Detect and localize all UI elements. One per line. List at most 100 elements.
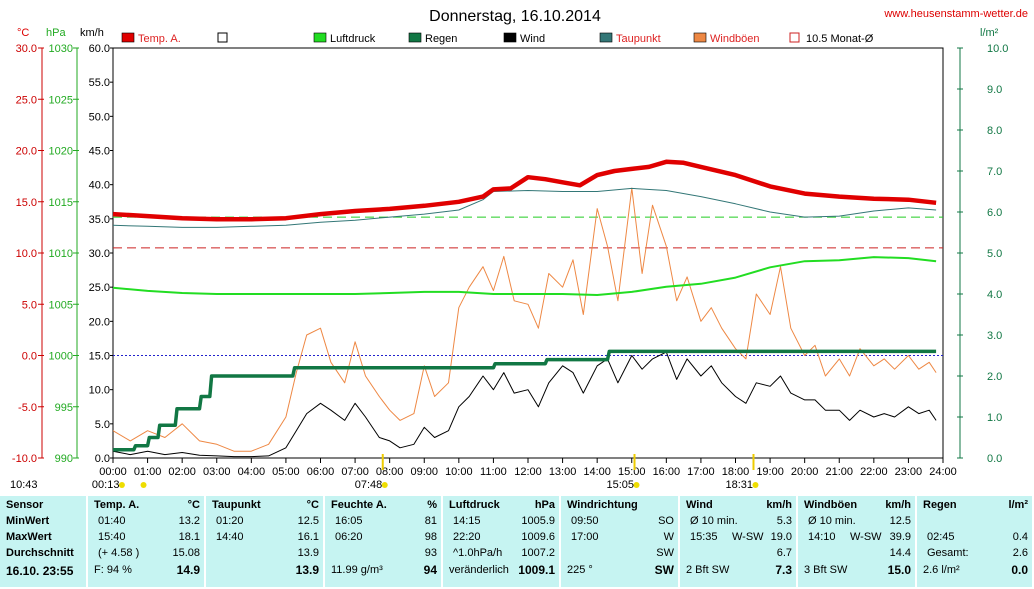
table-cell: 22:20 [453,531,481,543]
table-cell: 1009.6 [521,531,555,543]
x-tick-label: 08:00 [376,466,404,478]
weather-chart: Donnerstag, 16.10.2014 www.heusenstamm-w… [10,8,1028,491]
table-cell: W-SW [732,531,764,543]
table-cell: l/m² [1008,499,1028,511]
legend-swatch [408,32,422,43]
table-cell: 2 Bft SW [686,564,730,576]
table-cell: Temp. A. [94,499,140,511]
x-tick-label: 14:00 [583,466,611,478]
marker-label: 07:48 [355,479,383,491]
wind-tick-label: 10.0 [89,385,110,397]
table-cell: 98 [424,531,437,543]
wind-tick-label: 55.0 [89,77,110,89]
x-tick-label: 20:00 [791,466,819,478]
table-column: Temp. A. °C 01:40 15:40 (+ 4.58 ) 13.2 18.1 15.… [88,496,206,589]
rain-tick-label: 9.0 [987,84,1002,96]
table-cell: SO [658,515,674,527]
table-cell: 15:35 [690,531,718,543]
table-cell: 14:40 [216,531,244,543]
legend-label: Wind [520,33,545,45]
table-cell: 7.3 [775,563,792,577]
temp-tick-label: 5.0 [22,299,37,311]
table-cell: Sensor [6,499,44,511]
pressure-tick-label: 1010 [49,248,73,260]
legend-label: 10.5 Monat-Ø [806,33,874,45]
table-cell: Feuchte A. [331,499,387,511]
wind-tick-label: 40.0 [89,180,110,192]
table-cell: 19.0 [770,531,792,543]
sun-icon [633,482,640,488]
pressure-tick-label: 1030 [49,43,73,55]
pressure-tick-label: 1000 [49,351,73,363]
wind-tick-label: 15.0 [89,351,110,363]
table-cell: W [663,531,674,543]
table-cell: Durchschnitt [6,547,74,559]
statistics-table: Sensor MinWert MaxWert Durchschnitt 16.10. 2… [0,494,1034,589]
table-cell: 5.3 [776,515,792,527]
x-tick-label: 06:00 [307,466,335,478]
table-cell: MinWert [6,515,50,527]
series-line-luftdruck [112,256,937,296]
table-cell: °C [306,499,319,511]
marker-label: 15:05 [607,479,635,491]
x-tick-label: 02:00 [168,466,196,478]
series-line-regen [113,349,937,452]
table-cell: 12.5 [297,515,319,527]
table-cell: 94 [423,563,437,577]
rain-tick-label: 7.0 [987,166,1002,178]
x-tick-label: 05:00 [272,466,300,478]
pressure-tick-label: 1015 [49,197,73,209]
table-cell: 12.5 [889,515,911,527]
sun-icon [752,482,759,488]
table-cell: 09:50 [571,515,599,527]
unit-wind: km/h [80,27,104,39]
table-cell: W-SW [850,531,882,543]
x-tick-label: 09:00 [410,466,438,478]
x-tick-label: 16:00 [653,466,681,478]
table-cell: 225 ° [567,564,593,576]
temp-tick-label: 15.0 [16,197,37,209]
table-cell: Windrichtung [567,499,638,511]
unit-pressure: hPa [46,27,66,39]
sun-icon [140,482,147,488]
pressure-tick-label: 1020 [49,146,73,158]
rain-tick-label: 0.0 [987,453,1002,465]
table-cell: 06:20 [335,531,363,543]
table-cell: Windböen [804,499,858,511]
rain-tick-label: 8.0 [987,125,1002,137]
table-cell: (+ 4.58 ) [98,547,140,559]
table-cell: 13.2 [178,515,200,527]
x-tick-label: 13:00 [549,466,577,478]
table-column: Luftdruck hPa 14:15 22:20 ^1.0hPa/h 1005.9 100… [443,496,561,589]
pressure-tick-label: 1025 [49,94,73,106]
sun-icon [381,482,388,488]
temp-tick-label: 10.0 [16,248,37,260]
table-column: Taupunkt °C 01:20 14:40 12.5 16.1 13.9 13.9 [206,496,325,589]
temp-tick-label: 25.0 [16,94,37,106]
table-cell: km/h [766,499,792,511]
marker-label: 10:43 [10,479,38,491]
marker-label: 18:31 [725,479,753,491]
x-tick-label: 00:00 [99,466,127,478]
table-cell: F: 94 % [94,564,132,576]
website-label[interactable]: www.heusenstamm-wetter.de [883,8,1028,20]
table-column: Feuchte A.% 16:05 06:20 81 98 93 11.99 g/m³ 94 [325,496,443,589]
table-cell: 13.9 [295,563,319,577]
table-cell: MaxWert [6,531,52,543]
rain-tick-label: 5.0 [987,248,1002,260]
table-cell: 16.1 [297,531,319,543]
series-line-wind [112,351,937,458]
rain-tick-label: 2.0 [987,371,1002,383]
x-tick-label: 04:00 [238,466,266,478]
wind-tick-label: 50.0 [89,111,110,123]
x-tick-label: 01:00 [134,466,162,478]
legend-swatch [217,32,228,43]
rain-tick-label: 10.0 [987,43,1008,55]
legend-label: Luftdruck [330,33,376,45]
chart-axes: 30.0 25.0 20.0 15.0 10.0 5.0 0.0 -5.0 -10.0 1030 1… [12,43,1009,465]
pressure-tick-label: 990 [55,453,73,465]
x-tick-label: 21:00 [825,466,853,478]
table-cell: 18.1 [178,531,200,543]
legend-swatch [599,32,613,43]
table-cell: 3 Bft SW [804,564,848,576]
